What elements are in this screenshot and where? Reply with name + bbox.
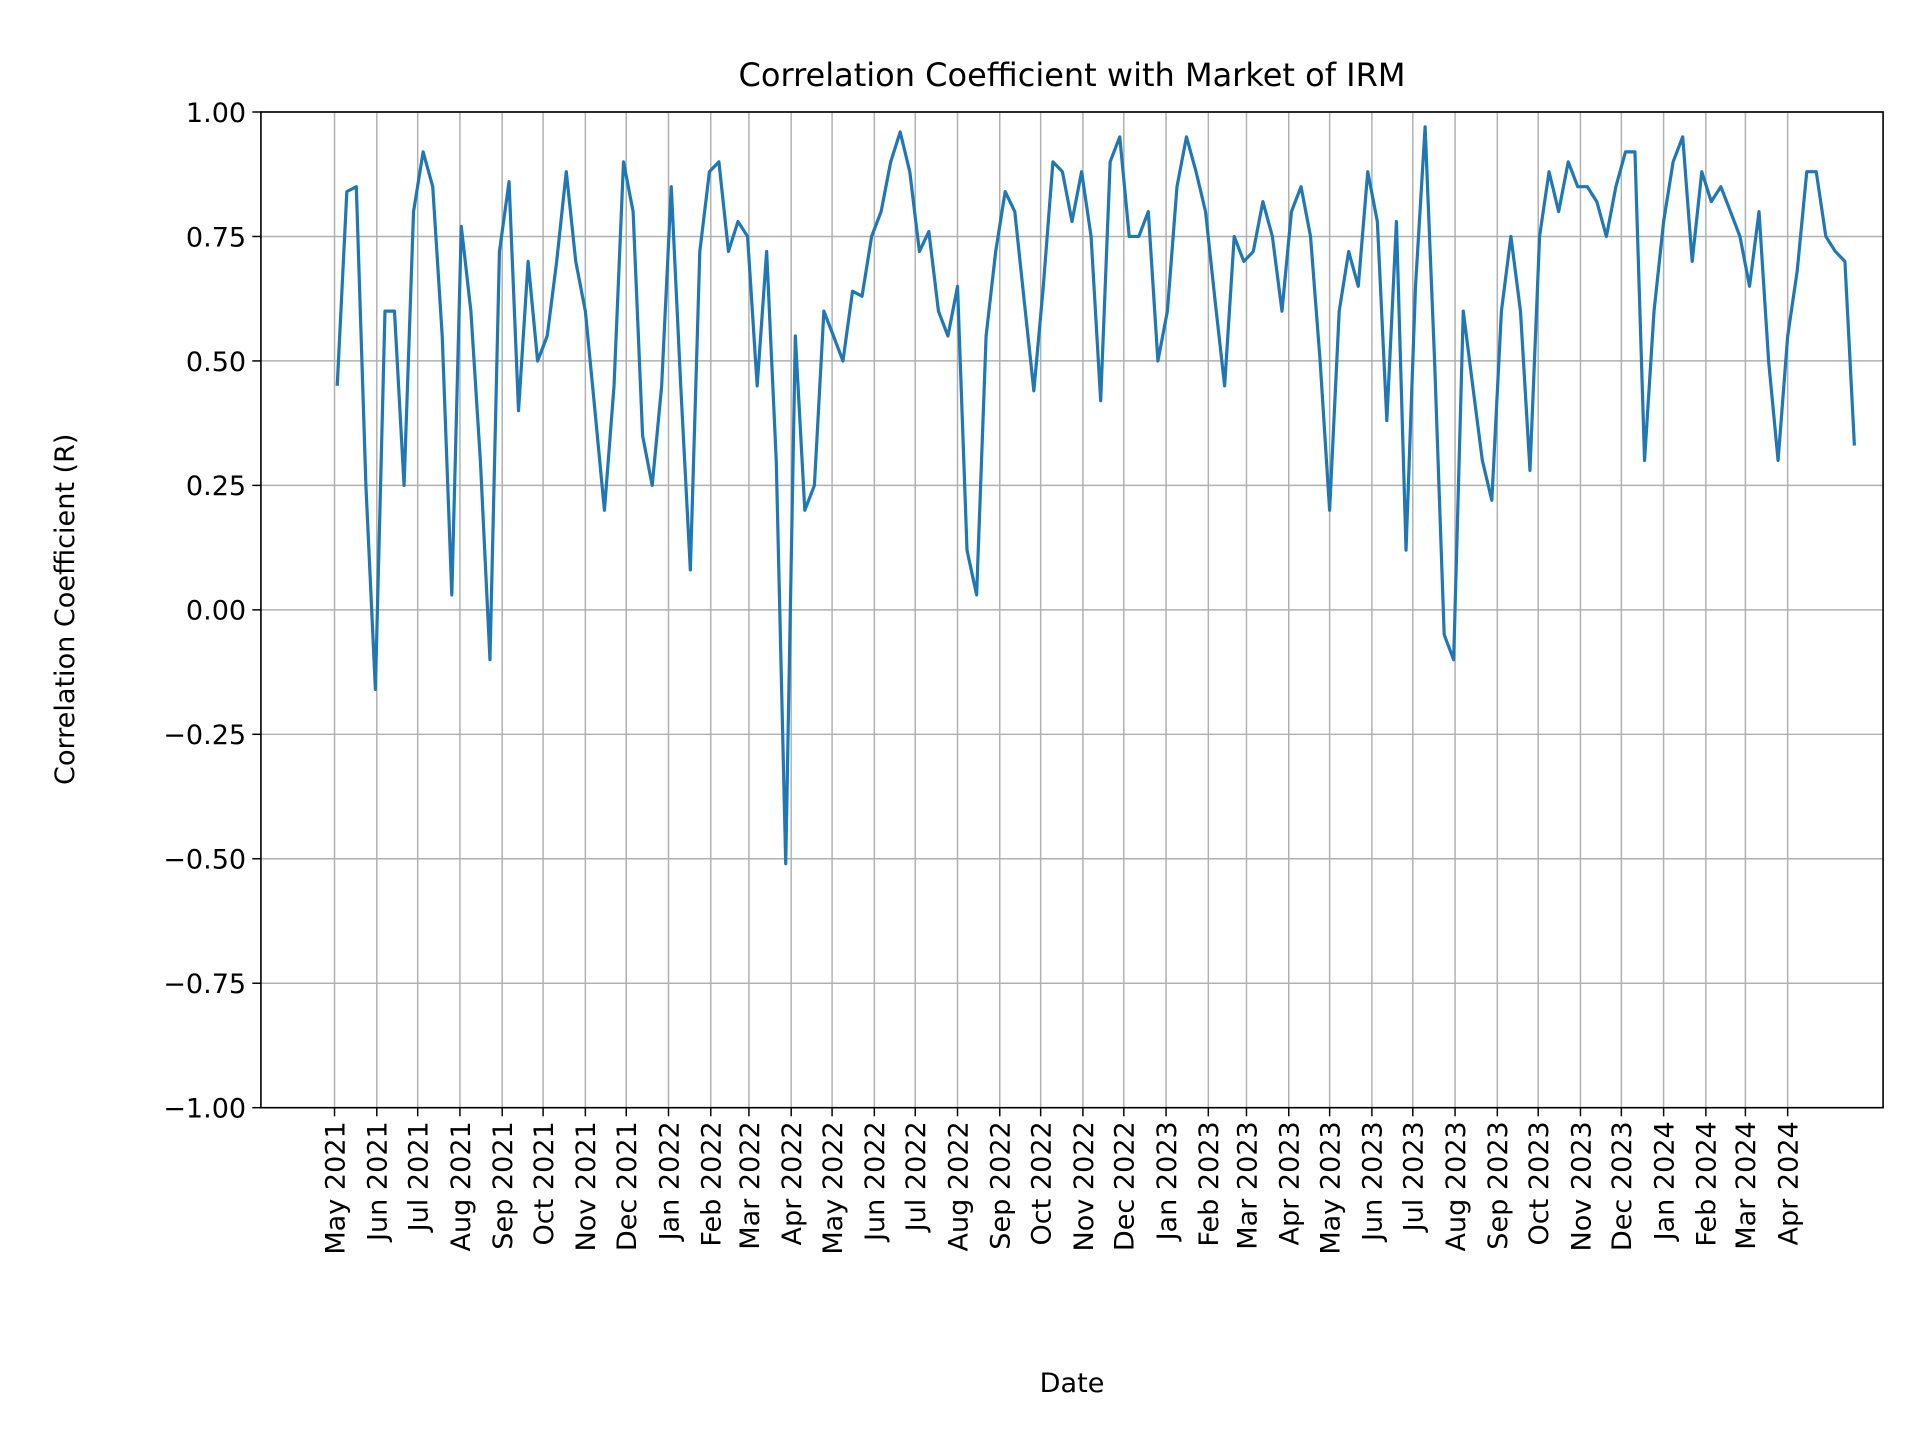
x-tick-label: Feb 2023 — [1194, 1121, 1225, 1246]
x-tick-label: Apr 2023 — [1275, 1121, 1306, 1245]
x-tick-label: May 2022 — [818, 1121, 849, 1254]
x-tick-label: Sep 2021 — [488, 1121, 519, 1249]
x-tick-label: Aug 2022 — [943, 1121, 974, 1251]
x-tick-label: Mar 2023 — [1232, 1121, 1263, 1250]
x-axis-label: Date — [1040, 1368, 1105, 1399]
x-tick-label: Dec 2023 — [1607, 1121, 1638, 1251]
x-tick-label: Mar 2024 — [1731, 1121, 1762, 1250]
y-tick-label: −0.75 — [163, 969, 246, 1000]
x-tick-label: Nov 2023 — [1566, 1121, 1597, 1251]
x-tick-label: May 2023 — [1315, 1121, 1346, 1254]
x-tick-label: Oct 2021 — [529, 1121, 560, 1245]
y-tick-label: 0.75 — [186, 222, 246, 253]
y-axis-label: Correlation Coefficient (R) — [50, 434, 81, 785]
x-tick-label: Dec 2022 — [1110, 1121, 1141, 1251]
x-tick-label: Jul 2022 — [901, 1121, 932, 1233]
x-tick-label: Feb 2024 — [1692, 1121, 1723, 1246]
series — [335, 125, 1856, 866]
x-tick-label: Jan 2023 — [1152, 1121, 1183, 1242]
y-tick-label: 1.00 — [186, 98, 246, 129]
x-tick-label: Jul 2021 — [404, 1121, 435, 1233]
x-tick-label: Sep 2023 — [1483, 1121, 1514, 1249]
x-tick-label: Aug 2021 — [446, 1121, 477, 1251]
x-tick-label: Jan 2024 — [1649, 1121, 1680, 1242]
x-tick-label: Dec 2021 — [612, 1121, 643, 1251]
x-tick-label: Nov 2021 — [571, 1121, 602, 1251]
y-tick-label: −0.25 — [163, 720, 246, 751]
ticks: May 2021 Jun 2021 Jul 2021 Aug 2021 Sep 2021… — [163, 98, 1804, 1255]
chart-title: Correlation Coefficient with Market of I… — [739, 56, 1406, 94]
x-tick-label: Mar 2022 — [735, 1121, 766, 1250]
x-tick-label: Jun 2023 — [1358, 1121, 1389, 1243]
x-tick-label: Sep 2022 — [986, 1121, 1017, 1249]
y-tick-label: 0.00 — [186, 596, 246, 627]
correlation-line — [335, 125, 1856, 866]
x-tick-label: Feb 2022 — [697, 1121, 728, 1246]
y-tick-label: −1.00 — [163, 1094, 246, 1125]
y-tick-label: 0.25 — [186, 471, 246, 502]
x-tick-label: Apr 2024 — [1774, 1121, 1805, 1245]
y-tick-label: 0.50 — [186, 347, 246, 378]
y-tick-label: −0.50 — [163, 845, 246, 876]
x-tick-label: Oct 2022 — [1026, 1121, 1057, 1245]
x-tick-label: Jul 2023 — [1399, 1121, 1430, 1233]
grid — [260, 111, 1884, 1109]
x-tick-label: Jan 2022 — [654, 1121, 685, 1242]
x-tick-label: Jun 2021 — [363, 1121, 394, 1243]
x-tick-label: Jun 2022 — [860, 1121, 891, 1243]
x-tick-label: May 2021 — [320, 1121, 351, 1254]
x-tick-label: Nov 2022 — [1069, 1121, 1100, 1251]
x-tick-label: Oct 2023 — [1524, 1121, 1555, 1245]
x-tick-label: Apr 2022 — [777, 1121, 808, 1245]
x-tick-label: Aug 2023 — [1441, 1121, 1472, 1251]
